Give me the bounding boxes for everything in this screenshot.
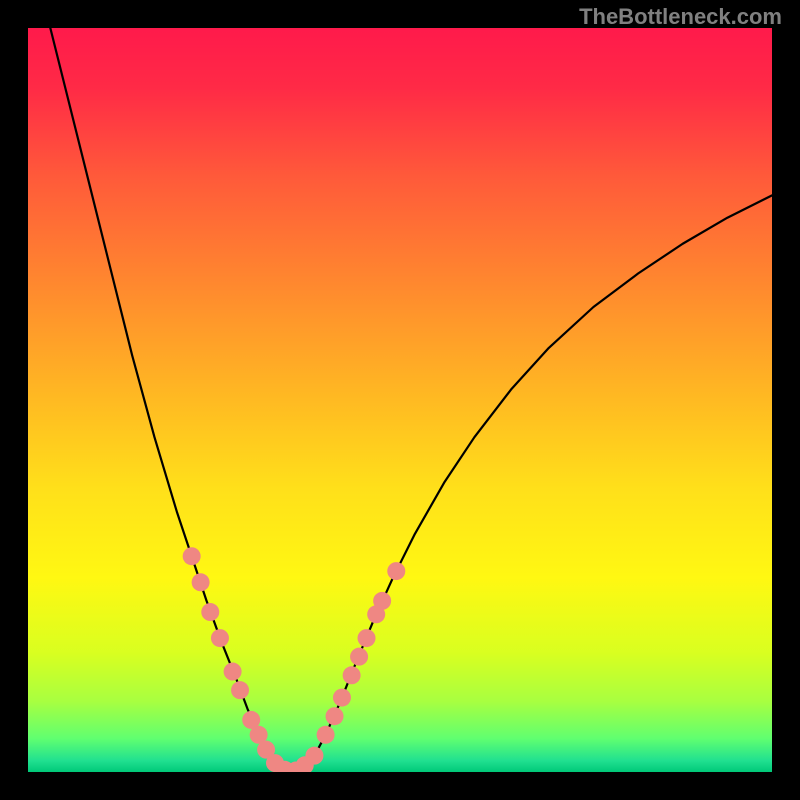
plot-area [28, 28, 772, 772]
watermark-label: TheBottleneck.com [579, 4, 782, 30]
bottleneck-chart: TheBottleneck.com [0, 0, 800, 800]
